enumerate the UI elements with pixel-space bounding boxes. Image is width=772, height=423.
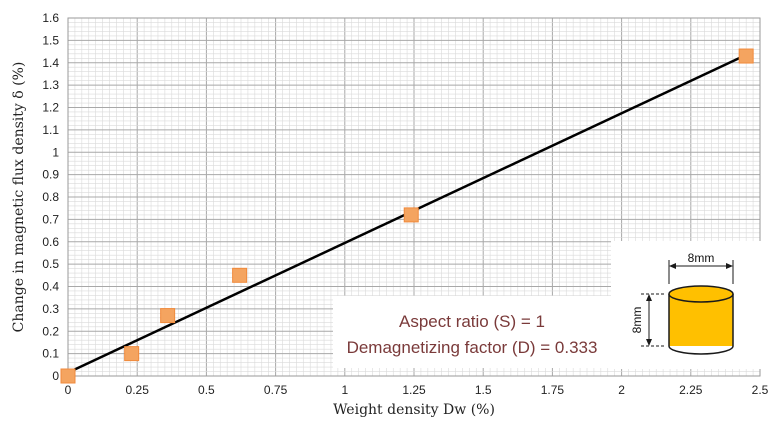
x-tick-label: 0.5: [198, 383, 215, 397]
x-tick-label: 2.25: [679, 383, 703, 397]
y-tick-label: 1: [52, 145, 59, 159]
data-point: [124, 346, 140, 362]
x-tick-label: 0: [65, 383, 72, 397]
cylinder-top: [668, 285, 734, 303]
x-tick-label: 2.5: [752, 383, 769, 397]
data-series: [60, 48, 754, 384]
x-axis-ticks: 0 0.25 0.5 0.75 1 1.25 1.5 1.75 2 2.25 2.5: [65, 383, 769, 397]
grid: [68, 18, 760, 376]
x-tick-label: 0.75: [264, 383, 288, 397]
y-axis-ticks: 0 0.1 0.2 0.3 0.4 0.5 0.6 0.7 0.8 0.9 1 1.1 1.2 1.3 1.…: [42, 11, 59, 383]
annotation-demagnetizing-factor: Demagnetizing factor (D) = 0.333: [347, 338, 598, 357]
data-point: [738, 48, 754, 64]
cylinder-bottom-edge: [668, 345, 734, 355]
annotation-box: Aspect ratio (S) = 1 Demagnetizing facto…: [333, 296, 611, 368]
x-tick-label: 0.25: [126, 383, 150, 397]
y-tick-label: 0.5: [42, 257, 59, 271]
y-tick-label: 0: [52, 369, 59, 383]
annotation-aspect-ratio: Aspect ratio (S) = 1: [399, 312, 545, 331]
y-tick-label: 0.9: [42, 168, 59, 182]
y-tick-label: 0.1: [42, 347, 59, 361]
x-tick-label: 1.75: [541, 383, 565, 397]
y-tick-label: 0.4: [42, 280, 59, 294]
y-tick-label: 1.6: [42, 11, 59, 25]
x-tick-label: 1: [341, 383, 348, 397]
y-tick-label: 0.3: [42, 302, 59, 316]
data-point: [60, 368, 76, 384]
data-point: [160, 308, 176, 324]
y-tick-label: 0.2: [42, 324, 59, 338]
y-axis-title: Change in magnetic flux density δ (%): [11, 62, 27, 333]
cylinder-inset: 8mm 8mm: [611, 241, 761, 369]
y-tick-label: 1.1: [42, 123, 59, 137]
x-tick-label: 1.5: [475, 383, 492, 397]
x-axis-title: Weight density Dw (%): [333, 402, 495, 418]
y-tick-label: 1.2: [42, 101, 59, 115]
y-tick-label: 0.7: [42, 212, 59, 226]
x-tick-label: 1.25: [402, 383, 426, 397]
x-tick-label: 2: [618, 383, 625, 397]
data-point: [403, 207, 419, 223]
y-tick-label: 0.8: [42, 190, 59, 204]
y-tick-label: 1.3: [42, 78, 59, 92]
y-tick-label: 1.5: [42, 33, 59, 47]
y-tick-label: 0.6: [42, 235, 59, 249]
width-dimension-label: 8mm: [688, 251, 715, 265]
y-tick-label: 1.4: [42, 56, 59, 70]
plot-frame: [67, 17, 761, 377]
height-dimension-label: 8mm: [630, 307, 644, 334]
data-point: [232, 267, 248, 283]
